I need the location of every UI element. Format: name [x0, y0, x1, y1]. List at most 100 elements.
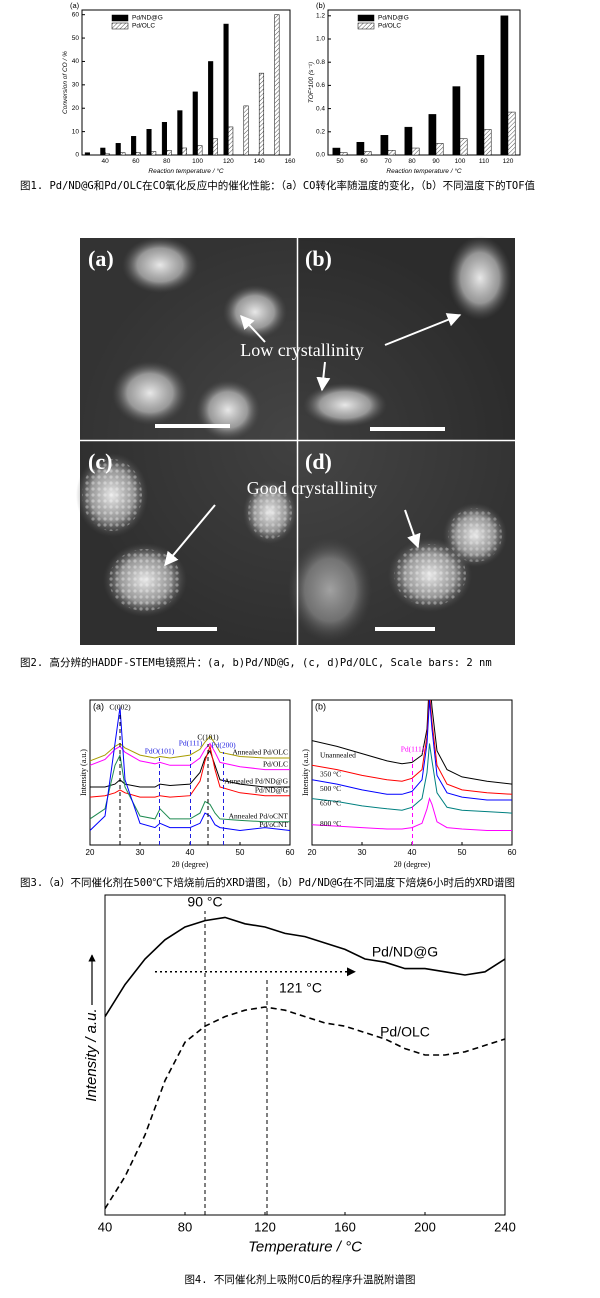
panel-label: (a) — [88, 246, 114, 271]
caption: 图1. Pd/ND@G和Pd/OLC在CO氧化反应中的催化性能：（a）CO转化率… — [20, 180, 536, 192]
y-axis-label: Intensity (a.u.) — [301, 749, 310, 796]
x-tick-label: 20 — [308, 848, 317, 857]
x-tick-label: 30 — [358, 848, 367, 857]
x-tick-label: 40 — [101, 158, 109, 165]
bar — [435, 143, 444, 156]
panel-label: (c) — [88, 449, 112, 474]
bar — [380, 135, 389, 156]
x-tick-label: 50 — [336, 158, 344, 165]
y-axis-label: Intensity (a.u.) — [79, 749, 88, 796]
bar — [84, 152, 90, 156]
micrograph: (a) (b) (c) (d) Low crystallinity Good c… — [76, 236, 515, 645]
series-line — [312, 743, 512, 814]
series-label: 650 °C — [320, 798, 341, 807]
bar — [228, 126, 234, 156]
panel-label: (b) — [305, 246, 332, 271]
bar — [483, 129, 492, 156]
y-tick-label: 1.2 — [316, 13, 325, 20]
x-tick-label: 80 — [408, 158, 416, 165]
panel-label: (a) — [93, 701, 104, 711]
y-tick-label: 20 — [72, 105, 80, 112]
annotation: 121 °C — [279, 980, 322, 996]
bar — [363, 151, 372, 156]
x-axis-label: Reaction temperature / °C — [148, 167, 224, 175]
bar — [131, 136, 137, 156]
plot-frame — [327, 9, 521, 156]
x-tick-label: 140 — [254, 158, 265, 165]
bar — [452, 86, 461, 156]
legend-swatch — [111, 22, 129, 30]
x-tick-label: 60 — [360, 158, 368, 165]
series-label: Annealed Pd/ND@G — [224, 777, 288, 786]
annotation: Pd(111) — [179, 739, 203, 748]
x-tick-label: 40 — [186, 848, 195, 857]
annotation: PdO(101) — [145, 747, 175, 756]
series-line — [312, 797, 512, 831]
x-tick-label: 200 — [414, 1219, 436, 1234]
bar — [500, 15, 509, 156]
bar — [223, 23, 229, 156]
x-tick-label: 120 — [503, 158, 514, 165]
bar — [161, 122, 167, 156]
y-tick-label: 60 — [72, 11, 80, 18]
series-label: Unannealed — [320, 751, 356, 760]
series-line — [90, 742, 290, 771]
bar — [243, 105, 249, 156]
y-tick-label: 0 — [75, 152, 79, 159]
bar — [208, 61, 214, 156]
x-tick-label: 120 — [223, 158, 234, 165]
legend-label: Pd/ND@G — [378, 15, 409, 22]
bar — [192, 91, 198, 156]
x-tick-label: 100 — [455, 158, 466, 165]
y-axis-label: TOF*100 (s⁻¹) — [308, 62, 315, 103]
x-axis-label: 2θ (degree) — [394, 860, 431, 869]
annotation: Pd(200) — [211, 741, 236, 750]
plot-frame — [104, 894, 506, 1216]
x-tick-label: 20 — [86, 848, 95, 857]
annotation: Good crystallinity — [247, 478, 377, 498]
y-tick-label: 0.6 — [316, 82, 325, 89]
x-tick-label: 120 — [254, 1219, 276, 1234]
legend-swatch — [357, 22, 375, 30]
x-tick-label: 40 — [98, 1219, 112, 1234]
x-tick-label: 110 — [479, 158, 490, 165]
particles — [76, 236, 512, 642]
bar — [459, 138, 468, 156]
series-line — [312, 700, 512, 785]
x-tick-label: 30 — [136, 848, 145, 857]
panel-label: (b) — [316, 1, 326, 10]
x-tick-label: 240 — [494, 1219, 516, 1234]
bar — [339, 152, 348, 156]
bar — [166, 150, 172, 156]
annotation: C(002) — [109, 703, 131, 712]
x-tick-label: 160 — [334, 1219, 356, 1234]
x-tick-label: 40 — [408, 848, 417, 857]
x-tick-label: 160 — [285, 158, 296, 165]
bar — [507, 111, 516, 156]
y-tick-label: 0.4 — [316, 105, 325, 112]
arrows — [164, 313, 462, 567]
x-tick-label: 60 — [508, 848, 517, 857]
y-tick-label: 0.0 — [316, 152, 325, 159]
y-tick-label: 0.8 — [316, 59, 325, 66]
series-line — [105, 1006, 505, 1210]
bar — [177, 110, 183, 156]
annotation: Pd(111) — [401, 745, 425, 754]
bar — [120, 152, 126, 156]
plot-frame — [81, 9, 291, 156]
panel-label: (a) — [70, 1, 80, 10]
series-label: Pd/oCNT — [259, 820, 288, 829]
legend-label: Pd/OLC — [132, 23, 155, 30]
series-label: Annealed Pd/oCNT — [229, 812, 289, 821]
series-label: Pd/OLC — [263, 759, 288, 768]
x-tick-label: 90 — [432, 158, 440, 165]
annotation: Low crystallinity — [240, 340, 363, 360]
x-tick-label: 50 — [458, 848, 467, 857]
caption: 图4. 不同催化剂上吸附CO后的程序升温脱附谱图 — [184, 1274, 416, 1286]
scale-bars — [155, 424, 445, 631]
y-tick-label: 50 — [72, 35, 80, 42]
annotation: C(101) — [197, 733, 219, 742]
bar — [115, 143, 121, 156]
